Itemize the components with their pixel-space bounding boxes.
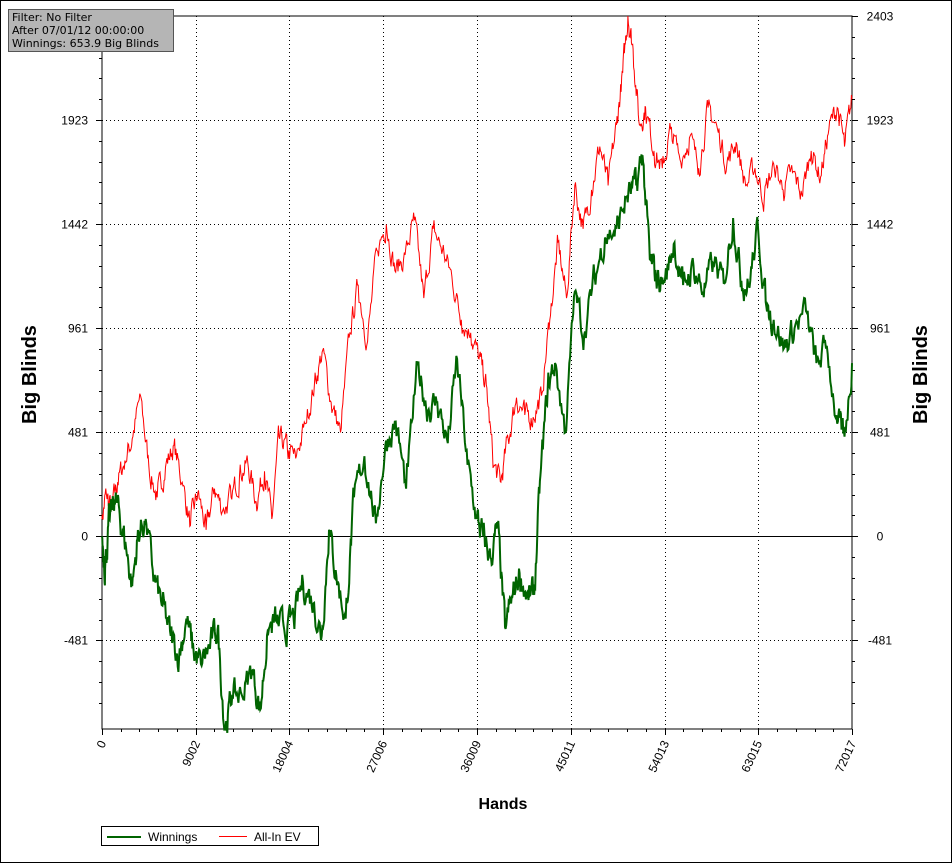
y-tick-label-right: 1923 bbox=[867, 114, 894, 128]
x-tick-label: 27006 bbox=[363, 738, 390, 774]
x-tick-label: 36009 bbox=[457, 738, 484, 774]
x-tick-label: 72017 bbox=[832, 738, 859, 774]
legend-label-winnings: Winnings bbox=[148, 829, 198, 844]
x-tick-label: 54013 bbox=[645, 738, 672, 774]
y-tick-label-right: 0 bbox=[877, 530, 884, 544]
x-axis-title: Hands bbox=[478, 796, 528, 813]
series-line-winnings bbox=[101, 154, 853, 733]
x-tick-label: 63015 bbox=[738, 738, 765, 774]
y-tick-label-right: 481 bbox=[870, 426, 890, 440]
legend-label-all-in-ev: All-In EV bbox=[254, 829, 301, 844]
legend: Winnings All-In EV bbox=[101, 826, 319, 846]
legend-item-winnings: Winnings bbox=[107, 829, 197, 844]
filter-info-box: Filter: No Filter After 07/01/12 00:00:0… bbox=[8, 9, 174, 52]
y-tick-label-right: 1442 bbox=[867, 218, 894, 232]
after-date-text: After 07/01/12 00:00:00 bbox=[12, 24, 145, 37]
y-tick-label-right: 2403 bbox=[867, 10, 894, 24]
x-tick-label: 45011 bbox=[552, 738, 579, 774]
y-tick-label-right: -481 bbox=[868, 634, 892, 648]
series-line-all-in-ev bbox=[101, 15, 853, 530]
y-tick-label-left: 0 bbox=[81, 530, 88, 544]
y-tick-label-left: 481 bbox=[68, 426, 88, 440]
legend-swatch-all-in-ev bbox=[219, 836, 247, 837]
x-tick-label: 0 bbox=[94, 738, 110, 750]
x-tick-label: 9002 bbox=[179, 738, 203, 768]
y-tick-label-left: 1442 bbox=[61, 218, 88, 232]
y-axis-title-right: Big Blinds bbox=[910, 325, 932, 424]
y-tick-label-left: 961 bbox=[68, 322, 88, 336]
filter-text: Filter: No Filter bbox=[12, 11, 92, 24]
y-tick-label-right: 961 bbox=[870, 322, 890, 336]
y-tick-label-left: -481 bbox=[64, 634, 88, 648]
x-tick-label: 18004 bbox=[269, 738, 296, 774]
winnings-summary-text: Winnings: 653.9 Big Blinds bbox=[12, 37, 159, 50]
legend-item-all-in-ev: All-In EV bbox=[219, 829, 301, 844]
legend-swatch-winnings bbox=[107, 835, 141, 838]
y-tick-label-left: 1923 bbox=[61, 114, 88, 128]
y-axis-title-left: Big Blinds bbox=[19, 325, 41, 424]
